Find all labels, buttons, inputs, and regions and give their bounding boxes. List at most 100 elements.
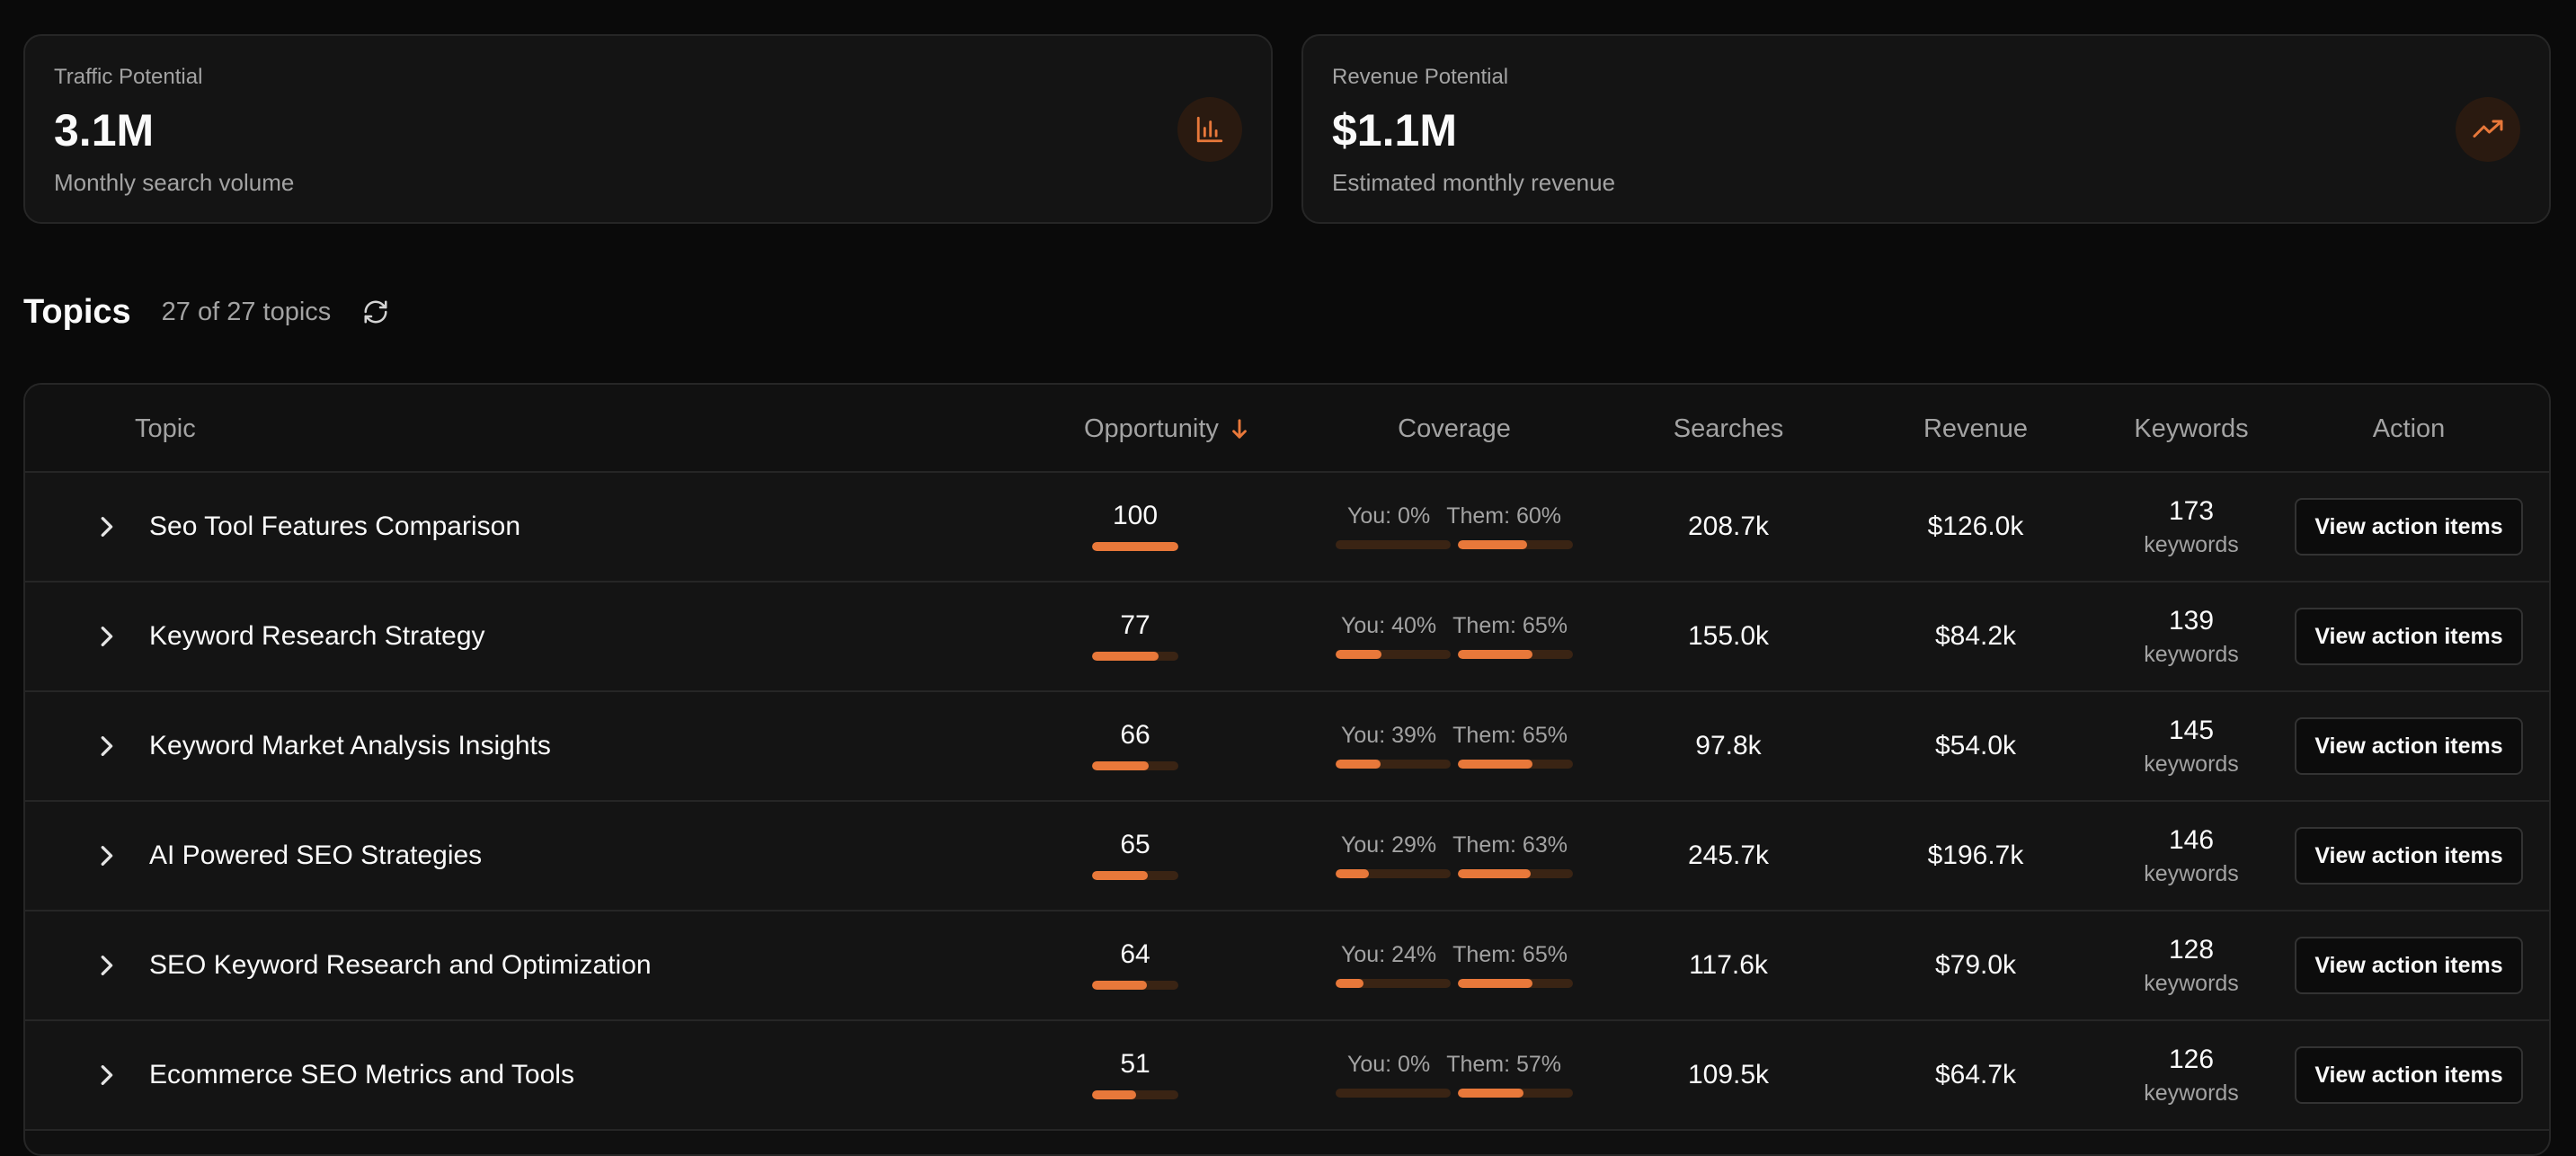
chevron-right-icon — [101, 627, 113, 646]
refresh-button[interactable] — [358, 294, 394, 330]
opportunity-score: 65 — [1077, 802, 1194, 910]
opportunity-bar — [1092, 542, 1178, 551]
searches-value: 245.7k — [1687, 840, 1770, 870]
bar-chart-icon — [1177, 97, 1242, 162]
table-row[interactable]: AI Powered SEO Strategies 65 You: 29% Th… — [25, 802, 2549, 911]
column-header-label: Opportunity — [1084, 413, 1219, 443]
traffic-potential-card: Traffic Potential 3.1M Monthly search vo… — [23, 34, 1273, 224]
topics-header: Topics 27 of 27 topics — [23, 289, 394, 334]
keywords-cell: 128 keywords — [2110, 911, 2272, 1019]
action-cell: View action items — [2294, 473, 2524, 581]
keywords-count: 146 — [2168, 824, 2215, 855]
table-row[interactable]: Keyword Market Analysis Insights 66 You:… — [25, 692, 2549, 802]
keywords-cell: 126 keywords — [2110, 1021, 2272, 1129]
keywords-label: keywords — [2144, 751, 2239, 777]
expand-row-button[interactable] — [79, 1021, 133, 1129]
opportunity-bar — [1092, 652, 1178, 661]
chevron-right-icon — [101, 846, 113, 866]
coverage-cell: You: 0% Them: 60% — [1301, 473, 1607, 581]
coverage-you-label: You: 0% — [1346, 1051, 1431, 1077]
coverage-you-label: You: 0% — [1346, 502, 1431, 529]
revenue-value: $196.7k — [1927, 840, 2024, 870]
coverage-them-bar — [1458, 868, 1573, 878]
searches-value: 109.5k — [1687, 1060, 1770, 1089]
metrics-row: Traffic Potential 3.1M Monthly search vo… — [23, 34, 2551, 224]
topic-name: Seo Tool Features Comparison — [149, 511, 520, 541]
keywords-cell: 139 keywords — [2110, 582, 2272, 690]
column-header-topic[interactable]: Topic — [135, 413, 196, 443]
column-header-keywords[interactable]: Keywords — [2134, 413, 2249, 443]
topics-count: 27 of 27 topics — [161, 297, 332, 326]
coverage-you-bar-fill — [1336, 978, 1364, 988]
view-action-items-button[interactable]: View action items — [2295, 608, 2523, 665]
coverage-cell: You: 24% Them: 65% — [1301, 911, 1607, 1019]
opportunity-value: 64 — [1120, 939, 1150, 969]
searches-value: 117.6k — [1689, 950, 1768, 980]
revenue-value: $54.0k — [1934, 731, 2017, 760]
coverage-you-bar-fill — [1336, 759, 1381, 769]
coverage-cell: You: 40% Them: 65% — [1301, 582, 1607, 690]
revenue-potential-card: Revenue Potential $1.1M Estimated monthl… — [1301, 34, 2551, 224]
action-cell: View action items — [2294, 692, 2524, 800]
topic-name: Keyword Research Strategy — [149, 621, 485, 651]
column-header-coverage[interactable]: Coverage — [1398, 413, 1511, 443]
column-header-opportunity[interactable]: Opportunity — [1084, 385, 1300, 473]
searches-value: 97.8k — [1695, 731, 1762, 760]
keywords-cell: 173 keywords — [2110, 473, 2272, 581]
keywords-count: 126 — [2168, 1044, 2215, 1074]
view-action-items-button[interactable]: View action items — [2295, 937, 2523, 994]
opportunity-bar — [1092, 981, 1178, 990]
view-action-items-button[interactable]: View action items — [2295, 717, 2523, 775]
coverage-you-bar-fill — [1336, 868, 1370, 878]
trending-up-icon — [2456, 97, 2520, 162]
opportunity-score: 66 — [1077, 692, 1194, 800]
view-action-items-button[interactable]: View action items — [2295, 827, 2523, 885]
chevron-right-icon — [101, 736, 113, 756]
keywords-label: keywords — [2144, 641, 2239, 667]
coverage-you-bar — [1336, 978, 1451, 988]
table-row[interactable]: SEO Keyword Research and Optimization 64… — [25, 911, 2549, 1021]
coverage-them-bar-fill — [1458, 1088, 1523, 1098]
coverage-them-bar-fill — [1458, 759, 1533, 769]
table-row[interactable]: Keyword Research Strategy 77 You: 40% Th… — [25, 582, 2549, 692]
keywords-cell: 145 keywords — [2110, 692, 2272, 800]
opportunity-bar-fill — [1092, 761, 1150, 770]
keywords-label: keywords — [2144, 531, 2239, 557]
coverage-them-bar-fill — [1458, 978, 1533, 988]
opportunity-value: 66 — [1120, 720, 1150, 750]
coverage-you-label: You: 39% — [1341, 722, 1437, 748]
coverage-you-bar-fill — [1336, 649, 1382, 659]
action-cell: View action items — [2294, 911, 2524, 1019]
coverage-you-bar — [1336, 649, 1451, 659]
coverage-them-bar — [1458, 978, 1573, 988]
topics-title: Topics — [23, 292, 131, 331]
expand-row-button[interactable] — [79, 692, 133, 800]
coverage-them-bar-fill — [1458, 649, 1533, 659]
opportunity-score: 100 — [1077, 473, 1194, 581]
coverage-them-label: Them: 57% — [1446, 1051, 1562, 1077]
coverage-them-bar-fill — [1458, 868, 1531, 878]
column-header-revenue[interactable]: Revenue — [1923, 413, 2029, 443]
expand-row-button[interactable] — [79, 473, 133, 581]
coverage-you-bar — [1336, 539, 1451, 549]
revenue-value: $64.7k — [1934, 1060, 2017, 1089]
coverage-them-label: Them: 65% — [1452, 612, 1568, 638]
column-header-searches[interactable]: Searches — [1673, 413, 1784, 443]
topic-name: Keyword Market Analysis Insights — [149, 731, 551, 760]
expand-row-button[interactable] — [79, 802, 133, 910]
table-row[interactable]: Ecommerce SEO Metrics and Tools 51 You: … — [25, 1021, 2549, 1131]
coverage-you-bar — [1336, 759, 1451, 769]
keywords-count: 128 — [2168, 934, 2215, 965]
expand-row-button[interactable] — [79, 911, 133, 1019]
table-row[interactable]: Seo Tool Features Comparison 100 You: 0%… — [25, 473, 2549, 582]
expand-row-button[interactable] — [79, 582, 133, 690]
topic-name: AI Powered SEO Strategies — [149, 840, 483, 870]
opportunity-score: 51 — [1077, 1021, 1194, 1129]
metric-value: $1.1M — [1332, 105, 1457, 156]
opportunity-value: 100 — [1112, 501, 1159, 530]
view-action-items-button[interactable]: View action items — [2295, 498, 2523, 556]
topic-name: SEO Keyword Research and Optimization — [149, 950, 652, 980]
keywords-count: 145 — [2168, 715, 2215, 745]
opportunity-bar — [1092, 871, 1178, 880]
view-action-items-button[interactable]: View action items — [2295, 1046, 2523, 1104]
